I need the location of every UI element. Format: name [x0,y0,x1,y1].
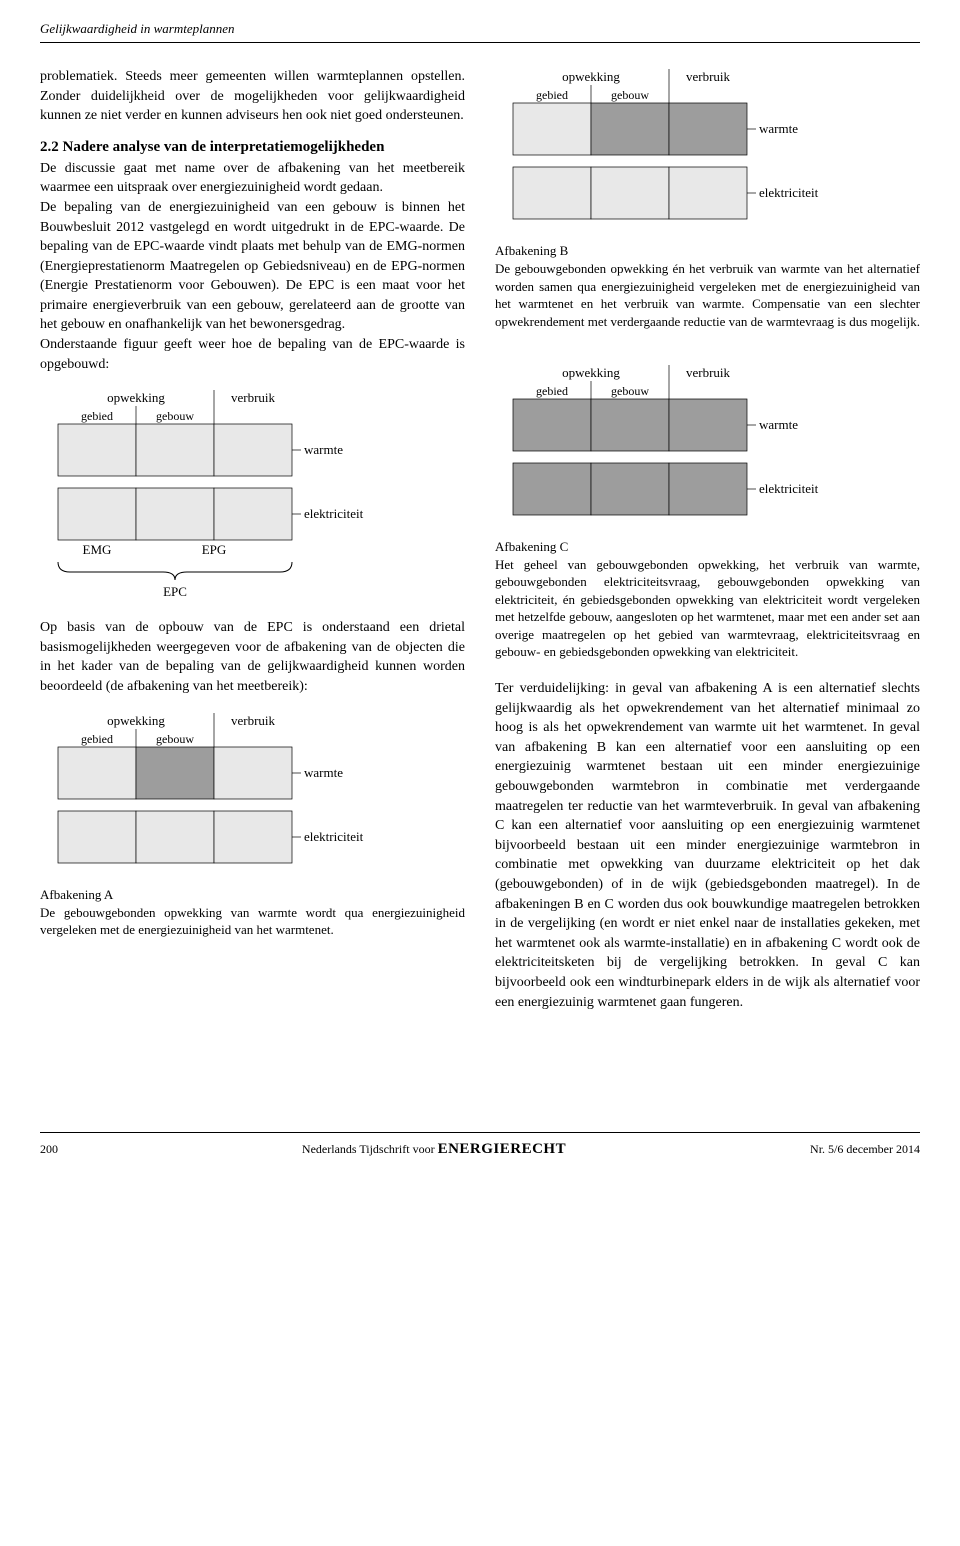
caption-body: De gebouwgebonden opwekking én het verbr… [495,260,920,330]
spacer [495,661,920,679]
svg-text:opwekking: opwekking [562,69,620,84]
svg-text:EPC: EPC [163,584,187,599]
journal-prefix: Nederlands Tijdschrift voor [302,1142,438,1156]
svg-text:warmte: warmte [759,121,798,136]
paragraph: problematiek. Steeds meer gemeenten will… [40,67,465,126]
diagram-afbakening-a: opwekking verbruik gebied gebouw warmte elekt… [40,711,465,876]
running-header: Gelijkwaardigheid in warmteplannen [40,20,920,38]
caption-title: Afbakening A [40,886,465,904]
svg-text:gebied: gebied [536,88,568,102]
footer-rule [40,1132,920,1133]
journal-bold: ENERGIERECHT [438,1141,567,1157]
page-footer: 200 Nederlands Tijdschrift voor ENERGIER… [40,1139,920,1160]
svg-text:EPG: EPG [202,542,227,557]
svg-text:elektriciteit: elektriciteit [304,506,364,521]
paragraph: Onderstaande figuur geeft weer hoe de be… [40,335,465,374]
svg-text:gebied: gebied [81,732,113,746]
left-column: problematiek. Steeds meer gemeenten will… [40,67,465,1012]
diagram-afbakening-c: opwekking verbruik gebied gebouw warmte elekt… [495,363,920,528]
svg-text:verbruik: verbruik [231,390,276,405]
diagram-afbakening-b: opwekking verbruik gebied gebouw warmte elekt… [495,67,920,232]
svg-text:gebouw: gebouw [156,732,194,746]
journal-title: Nederlands Tijdschrift voor ENERGIERECHT [302,1139,566,1160]
svg-text:warmte: warmte [304,765,343,780]
section-heading: 2.2 Nadere analyse van de interpretatiem… [40,138,465,157]
svg-text:verbruik: verbruik [686,365,731,380]
svg-text:warmte: warmte [759,417,798,432]
paragraph: Ter verduidelijking: in geval van afbake… [495,679,920,1012]
caption-title: Afbakening C [495,538,920,556]
issue-date: Nr. 5/6 december 2014 [810,1141,920,1158]
caption-body: De gebouwgebonden opwekking van warmte w… [40,904,465,939]
svg-text:EMG: EMG [83,542,112,557]
svg-text:opwekking: opwekking [107,713,165,728]
paragraph: Op basis van de opbouw van de EPC is ond… [40,618,465,696]
svg-text:opwekking: opwekking [562,365,620,380]
svg-text:verbruik: verbruik [231,713,276,728]
svg-text:elektriciteit: elektriciteit [304,829,364,844]
right-column: opwekking verbruik gebied gebouw warmte elekt… [495,67,920,1012]
spacer [495,331,920,349]
svg-text:opwekking: opwekking [107,390,165,405]
page-number: 200 [40,1141,58,1158]
paragraph: De bepaling van de energiezuinigheid van… [40,198,465,335]
two-column-layout: problematiek. Steeds meer gemeenten will… [40,67,920,1012]
header-rule [40,42,920,43]
svg-text:elektriciteit: elektriciteit [759,481,819,496]
paragraph: De discussie gaat met name over de afbak… [40,159,465,198]
caption-title: Afbakening B [495,242,920,260]
svg-text:verbruik: verbruik [686,69,731,84]
svg-text:gebouw: gebouw [611,384,649,398]
svg-text:elektriciteit: elektriciteit [759,185,819,200]
svg-text:warmte: warmte [304,442,343,457]
svg-text:gebied: gebied [536,384,568,398]
svg-text:gebied: gebied [81,409,113,423]
diagram-epc-structure: opwekking verbruik gebied gebouw warmte elekt… [40,388,465,608]
caption-body: Het geheel van gebouwgebonden opwekking,… [495,556,920,661]
svg-text:gebouw: gebouw [611,88,649,102]
svg-text:gebouw: gebouw [156,409,194,423]
